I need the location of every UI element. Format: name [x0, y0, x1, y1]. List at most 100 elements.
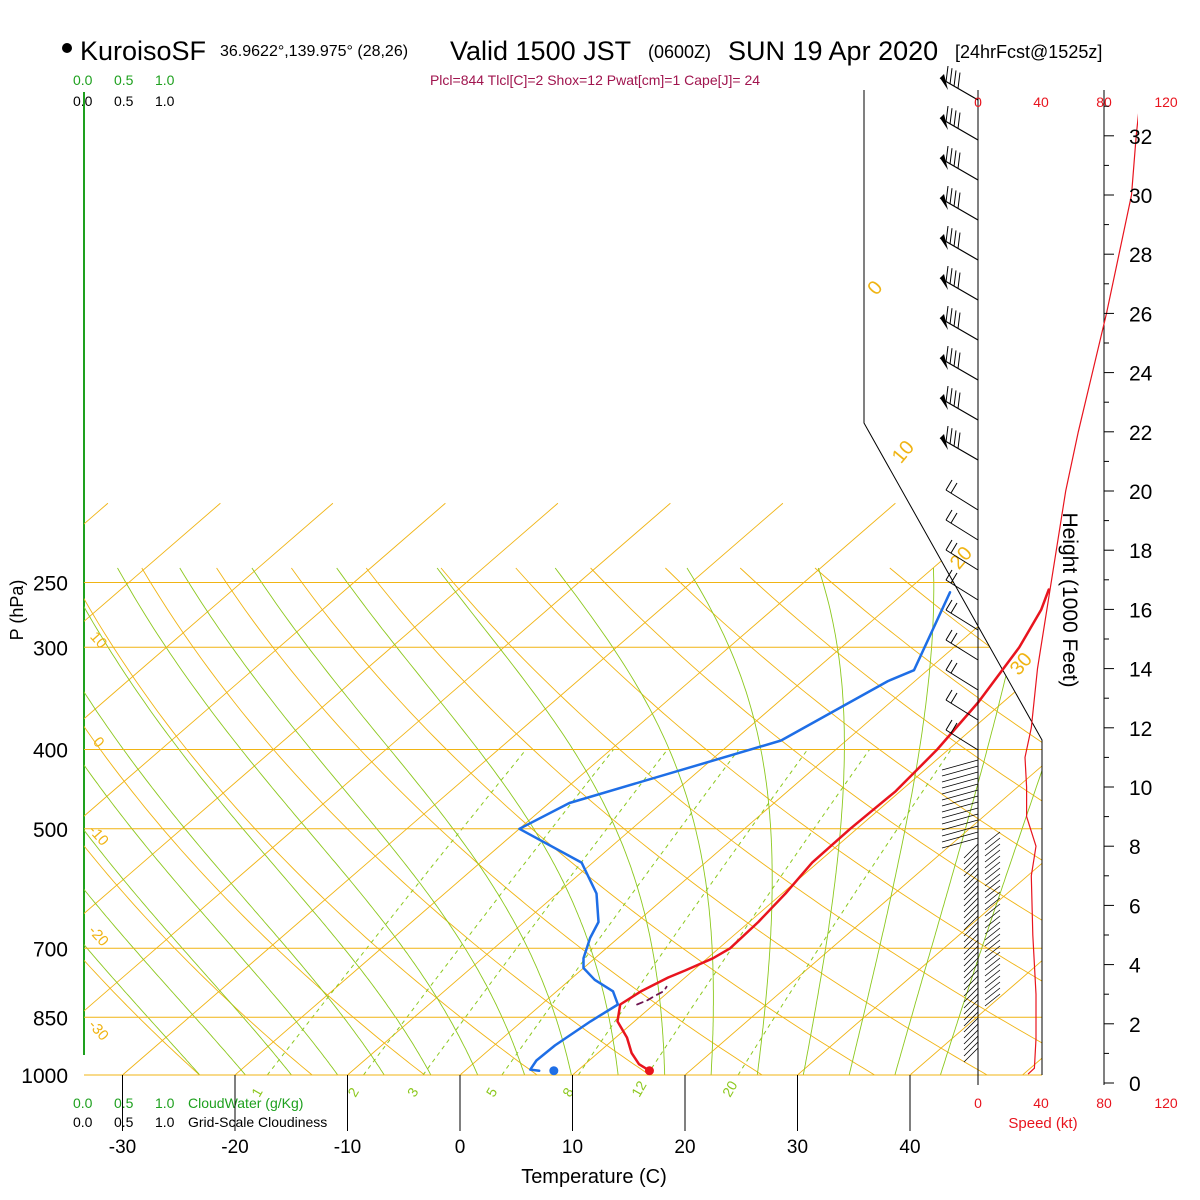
cloudiness-tick: 0.5 — [114, 1114, 134, 1130]
wind-barb-feather — [957, 272, 961, 289]
wind-barb — [941, 831, 979, 843]
speed-axis-top: 0 40 80 120 — [974, 94, 1178, 110]
isotherm-label: 10 — [86, 628, 110, 652]
wind-barb — [963, 849, 979, 865]
wind-barb-feather — [957, 72, 961, 89]
dry-adiabat-line — [291, 567, 904, 1075]
wind-barb-feather — [950, 692, 958, 704]
dry-adiabat-line — [365, 567, 1018, 1075]
wind-barb-feather — [984, 849, 1001, 863]
height-tick-label: 18 — [1129, 540, 1152, 563]
wind-barb-feather — [945, 629, 953, 641]
wind-barb — [963, 909, 979, 925]
speed-tick: 80 — [1096, 94, 1112, 110]
wind-barb-feather — [950, 572, 958, 584]
dry-adiabat-line — [814, 567, 1042, 1075]
wind-barb-feather — [984, 861, 1001, 875]
wind-barb-feather — [984, 915, 1001, 929]
wind-barb-flag — [940, 274, 948, 290]
wind-barb-feather — [945, 719, 953, 731]
wind-barb-feather — [953, 190, 957, 207]
wind-barb-feather — [949, 148, 953, 165]
isotherm-line — [439, 502, 1042, 1075]
wind-barb-feather — [945, 225, 949, 243]
cloudwater-label: CloudWater (g/Kg) — [188, 1095, 303, 1111]
pressure-tick-label: 700 — [33, 938, 68, 961]
temperature-profile-line — [616, 588, 1051, 1072]
wind-barb-flag — [940, 114, 948, 130]
station-coords: 36.9622°,139.975° (28,26) — [220, 43, 408, 60]
cloudiness-label: Grid-Scale Cloudiness — [188, 1114, 327, 1130]
cloudiness-tick: 1.0 — [155, 93, 175, 109]
mixing-ratio-label: 5 — [483, 1085, 501, 1100]
isotherm-line — [1002, 502, 1042, 1075]
height-tick-label: 26 — [1129, 303, 1152, 326]
height-tick-label: 12 — [1129, 718, 1152, 741]
wind-barb-feather — [984, 855, 1001, 869]
isotherm-line — [214, 502, 896, 1075]
wind-barb-feather — [953, 70, 957, 87]
wind-barb — [963, 1047, 979, 1063]
wind-barb-feather — [950, 632, 958, 644]
isotherm-line — [84, 502, 446, 1075]
height-tick-label: 10 — [1129, 777, 1152, 800]
thermo-background — [84, 502, 1200, 1092]
wind-barb — [963, 1011, 979, 1027]
surface-temperature-dot — [644, 1066, 654, 1076]
wind-barb-feather — [945, 265, 949, 283]
isotherm-line — [777, 502, 1042, 1075]
isotherm-line — [102, 502, 784, 1075]
wind-barb-feather — [984, 957, 1001, 971]
wind-barb-feather — [984, 897, 1001, 911]
wind-barb — [963, 987, 979, 1003]
wind-barb-flag — [940, 434, 948, 450]
speed-tick: 120 — [1154, 1095, 1178, 1111]
wind-barb — [963, 855, 979, 871]
cloudiness-tick: 0.0 — [73, 93, 93, 109]
wind-barb — [941, 807, 979, 819]
mixing-ratio-line — [266, 749, 527, 1075]
dry-adiabat-line — [889, 567, 1042, 1075]
wind-barb-feather — [984, 909, 1001, 923]
height-tick-label: 22 — [1129, 422, 1152, 445]
wind-barb — [963, 1041, 979, 1057]
mixing-ratio-label: 20 — [719, 1078, 741, 1100]
wind-barb-feather — [945, 689, 953, 701]
adiabat-label: 20 — [946, 543, 977, 574]
wind-barb-flag — [940, 154, 948, 170]
wind-barb-feather — [950, 512, 958, 524]
wind-barb-feather — [950, 722, 958, 734]
wind-barb — [963, 903, 979, 919]
speed-tick: 80 — [1096, 1095, 1112, 1111]
mixing-ratio-line — [422, 749, 668, 1075]
dry-adiabat-line — [216, 567, 790, 1075]
wind-barb — [963, 915, 979, 931]
wind-barb-flag — [940, 354, 948, 370]
wind-barb — [941, 765, 979, 777]
y-axis-title: P (hPa) — [7, 580, 27, 641]
isotherm-line — [664, 502, 1042, 1075]
wind-barb-feather — [957, 232, 961, 249]
cloud-scale-bottom: 0.0 0.5 1.0 CloudWater (g/Kg) 0.0 0.5 1.… — [73, 1095, 327, 1130]
wind-barb-feather — [945, 659, 953, 671]
adiabat-label: 0 — [863, 277, 887, 300]
isotherm-line — [1115, 503, 1200, 1092]
wind-barb — [963, 861, 979, 877]
wind-barb — [945, 609, 979, 631]
wind-barb-feather — [949, 388, 953, 405]
dry-adiabat-line — [84, 567, 334, 1075]
isotherm-line — [84, 502, 671, 1075]
moist-adiabat-line — [436, 567, 666, 1075]
isotherm-label: 0 — [89, 734, 107, 752]
wind-barb-feather — [949, 68, 953, 85]
wind-barb — [941, 783, 979, 795]
isotherm-line — [552, 502, 1042, 1075]
height-tick-label: 2 — [1129, 1014, 1141, 1037]
wind-barb-feather — [953, 430, 957, 447]
wind-barb-feather — [984, 951, 1001, 965]
wind-speed-line — [1024, 113, 1138, 1075]
wind-barb-feather — [984, 927, 1001, 941]
moist-adiabat-line — [84, 609, 351, 1075]
wind-barb — [963, 981, 979, 997]
